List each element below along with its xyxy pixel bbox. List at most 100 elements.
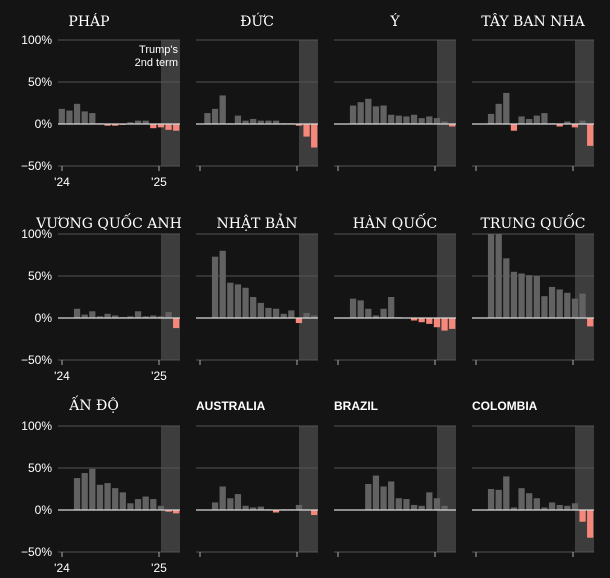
bar [295,504,303,510]
highlight-band [299,426,318,552]
bar [395,115,402,124]
bar [541,113,548,124]
bar [257,302,264,318]
bar [96,316,104,318]
bar [441,505,448,510]
bar [365,308,372,318]
bar [548,502,556,510]
bar [112,315,119,318]
panel-title: TRUNG QUỐC [480,212,585,232]
panel-an-do: ẤN ĐỘ 100% 50% 0% −50%'24 '25 [21,394,180,575]
bar [418,505,425,510]
bar [89,311,96,318]
bar [564,121,571,124]
highlight-band [575,40,594,166]
bar [157,124,165,128]
bar [142,496,149,510]
bar [104,313,111,318]
bar [272,308,280,318]
bar [380,486,387,510]
bar [127,122,134,124]
panel-title: PHÁP [68,12,109,30]
bar [510,271,518,318]
bar [257,120,264,124]
bar [173,510,180,514]
panel-title: Ý [389,12,400,30]
bar [119,492,126,510]
x-tick-label: '25 [151,369,167,383]
bar [441,121,448,124]
x-tick-label: '25 [151,175,167,189]
bar [495,103,502,124]
y-tick-label: 100% [21,33,52,47]
bar [96,484,104,510]
bar [134,499,142,510]
panel-australia: AUSTRALIA [196,399,318,557]
bar [526,118,533,124]
highlight-annotation-line2: 2nd term [135,57,178,69]
panel-han-quoc: HÀN QUỐC [334,212,456,365]
bar [204,113,211,124]
bar [410,504,418,510]
bar [134,311,142,318]
bar [234,115,242,124]
bar [265,307,272,318]
bar [510,124,518,131]
bar [372,315,380,318]
highlight-band [437,234,456,360]
x-tick-label: '24 [54,561,70,575]
bar [487,489,495,510]
bar [503,92,510,124]
y-tick-label: 50% [28,461,52,475]
bar [403,499,410,510]
bar [173,318,180,329]
bar [564,292,571,318]
bar [227,282,234,318]
bar [571,298,579,318]
bar [295,124,303,126]
bar [142,316,149,318]
bar [587,124,594,146]
bar [503,258,510,318]
bar [441,318,448,331]
bar [150,124,157,129]
bar [487,234,495,318]
y-tick-label: 0% [35,311,53,325]
y-tick-label: −50% [21,159,52,173]
panel-title: VƯƠNG QUỐC ANH [35,212,182,232]
bar [518,273,525,318]
y-tick-label: 100% [21,227,52,241]
bar [165,312,172,318]
panel-title: NHẬT BẢN [216,212,297,232]
highlight-annotation-line1: Trump's [139,44,178,56]
x-tick-label: '25 [151,561,167,575]
bar [433,318,441,328]
bar [134,120,142,124]
bar [242,505,249,510]
bar [211,502,219,510]
bar [257,506,264,510]
bar [58,108,65,124]
bar [66,110,73,124]
bar [288,310,295,318]
bar [219,486,226,510]
panel-colombia: COLOMBIA [472,399,594,557]
bar [242,287,249,318]
bar [157,505,165,510]
panel-duc: ĐỨC [196,12,318,171]
bar [211,256,219,318]
highlight-band [161,234,180,360]
bar [388,297,395,318]
panel-trung-quoc: TRUNG QUỐC [472,212,594,365]
x-tick-label: '24 [54,175,70,189]
bar [380,105,387,124]
bar [104,124,111,126]
panel-title: HÀN QUỐC [353,212,438,232]
bar [157,316,165,318]
bar [579,293,586,318]
bar [410,318,418,321]
bar [104,483,111,510]
panel-title: ĐỨC [240,12,274,30]
